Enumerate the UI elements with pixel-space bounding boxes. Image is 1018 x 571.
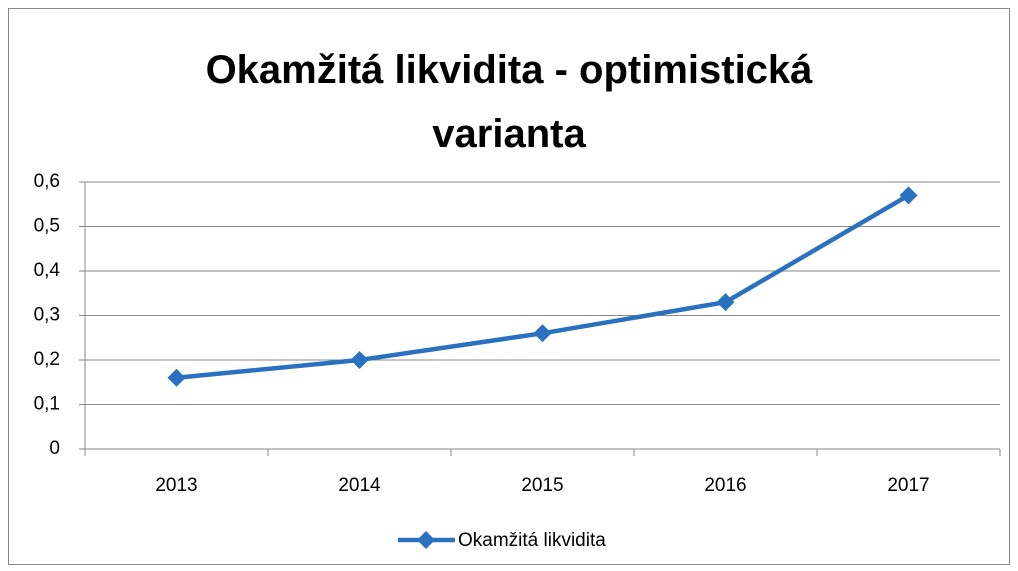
data-point [533,324,552,343]
y-tick-label: 0,4 [34,260,61,281]
y-tick-label: 0 [49,438,60,459]
legend-label: Okamžitá likvidita [458,530,606,551]
chart-title: Okamžitá likvidita - optimistická varian… [205,48,813,156]
chart-frame [8,8,1010,565]
x-tick-label: 2016 [704,475,746,496]
data-point [167,368,186,387]
x-tick-label: 2014 [338,475,381,496]
legend-marker [417,531,435,549]
y-tick-label: 0,1 [34,394,60,415]
y-tick-label: 0,6 [34,171,60,192]
data-point [350,351,369,369]
x-tick-label: 2015 [521,475,563,496]
y-tick-label: 0,3 [34,305,60,326]
y-tick-label: 0,2 [34,349,60,370]
x-tick-label: 2017 [887,475,929,496]
data-point [899,186,918,205]
data-point [716,293,735,312]
y-tick-label: 0,5 [34,216,60,237]
x-tick-label: 2013 [155,475,197,496]
